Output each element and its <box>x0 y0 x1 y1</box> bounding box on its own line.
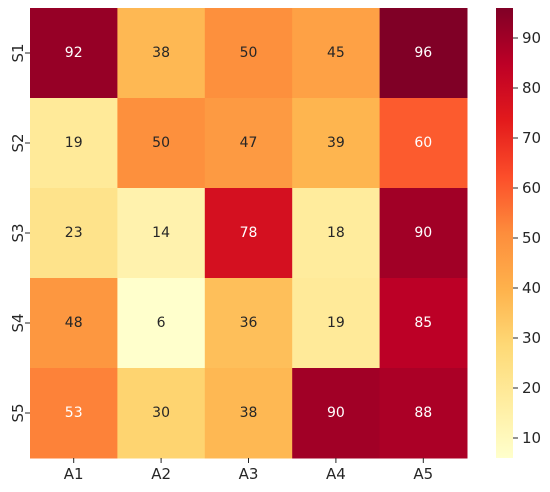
x-tick-label: A5 <box>413 465 433 483</box>
heatmap-cell-S3-A1 <box>30 188 118 279</box>
cell-value-label: 19 <box>65 135 83 151</box>
heatmap-cell-S1-A4 <box>292 8 381 99</box>
cell-value-label: 47 <box>240 135 258 151</box>
cell-value-label: 85 <box>414 315 432 331</box>
cell-value-label: 48 <box>65 315 83 331</box>
heatmap-cell-S4-A2 <box>117 278 206 369</box>
heatmap-cell-S5-A2 <box>117 368 206 459</box>
heatmap-cell-S2-A5 <box>379 98 468 189</box>
cell-value-label: 88 <box>414 405 432 421</box>
heatmap-cell-S1-A2 <box>117 8 206 99</box>
heatmap-cell-S2-A2 <box>117 98 206 189</box>
heatmap-cell-S4-A1 <box>30 278 118 369</box>
colorbar-tick-label: 50 <box>522 229 541 247</box>
colorbar-tick-label: 70 <box>522 129 541 147</box>
heatmap-cell-S1-A3 <box>204 8 293 99</box>
colorbar-tick-label: 10 <box>522 429 541 447</box>
heatmap-cell-S4-A4 <box>292 278 381 369</box>
heatmap-cell-S4-A5 <box>379 278 468 369</box>
cell-value-label: 90 <box>414 225 432 241</box>
x-tick-label: A1 <box>64 465 84 483</box>
cell-value-label: 38 <box>240 405 258 421</box>
y-tick-label: S1 <box>9 43 27 62</box>
heatmap-cell-S1-A5 <box>379 8 468 99</box>
x-tick-label: A4 <box>326 465 346 483</box>
colorbar-gradient <box>496 8 513 458</box>
colorbar-tick-label: 60 <box>522 179 541 197</box>
colorbar-tick-label: 30 <box>522 329 541 347</box>
heatmap-cell-S3-A2 <box>117 188 206 279</box>
colorbar-tick-label: 20 <box>522 379 541 397</box>
cell-value-label: 30 <box>152 405 170 421</box>
cell-value-label: 96 <box>414 45 432 61</box>
cell-value-label: 19 <box>327 315 345 331</box>
y-tick-label: S3 <box>9 223 27 242</box>
heatmap-cell-S2-A4 <box>292 98 381 189</box>
colorbar-ticks: 10 20 30 40 50 60 70 80 90 <box>513 29 541 447</box>
cell-value-label: 90 <box>327 405 345 421</box>
heatmap-cell-S2-A3 <box>204 98 293 189</box>
colorbar-tick-label: 40 <box>522 279 541 297</box>
heatmap-cell-S5-A1 <box>30 368 118 459</box>
cell-value-label: 78 <box>240 225 258 241</box>
cell-value-label: 53 <box>65 405 83 421</box>
heatmap-cell-S2-A1 <box>30 98 118 189</box>
cell-value-label: 23 <box>65 225 83 241</box>
x-tick-label: A3 <box>239 465 259 483</box>
heatmap-cells <box>30 8 468 459</box>
cell-value-label: 6 <box>157 315 166 331</box>
heatmap-cell-S3-A5 <box>379 188 468 279</box>
cell-value-label: 39 <box>327 135 345 151</box>
cell-value-label: 14 <box>152 225 170 241</box>
y-axis-ticks: S1 S2 S3 S4 S5 <box>9 43 30 423</box>
cell-value-label: 50 <box>240 45 258 61</box>
heatmap-cell-S5-A5 <box>379 368 468 459</box>
cell-value-label: 38 <box>152 45 170 61</box>
heatmap-cell-S1-A1 <box>30 8 118 99</box>
cell-value-label: 36 <box>240 315 258 331</box>
heatmap-cell-S3-A4 <box>292 188 381 279</box>
cell-value-label: 60 <box>414 135 432 151</box>
y-tick-label: S4 <box>9 313 27 332</box>
colorbar-tick-label: 80 <box>522 79 541 97</box>
heatmap-cell-S5-A4 <box>292 368 381 459</box>
cell-value-label: 18 <box>327 225 345 241</box>
colorbar: 10 20 30 40 50 60 70 80 90 <box>496 8 541 458</box>
y-tick-label: S2 <box>9 133 27 152</box>
cell-value-label: 45 <box>327 45 345 61</box>
cell-annotations: 92 38 50 45 96 19 50 47 39 60 23 14 78 18 90 48 6 36 19 85 5… <box>65 45 433 421</box>
x-tick-label: A2 <box>151 465 171 483</box>
cell-value-label: 92 <box>65 45 83 61</box>
heatmap-cell-S5-A3 <box>204 368 293 459</box>
x-axis-ticks: A1 A2 A3 A4 A5 <box>64 458 433 483</box>
cell-value-label: 50 <box>152 135 170 151</box>
heatmap-cell-S4-A3 <box>204 278 293 369</box>
heatmap-cell-S3-A3 <box>204 188 293 279</box>
y-tick-label: S5 <box>9 403 27 422</box>
colorbar-tick-label: 90 <box>522 29 541 47</box>
